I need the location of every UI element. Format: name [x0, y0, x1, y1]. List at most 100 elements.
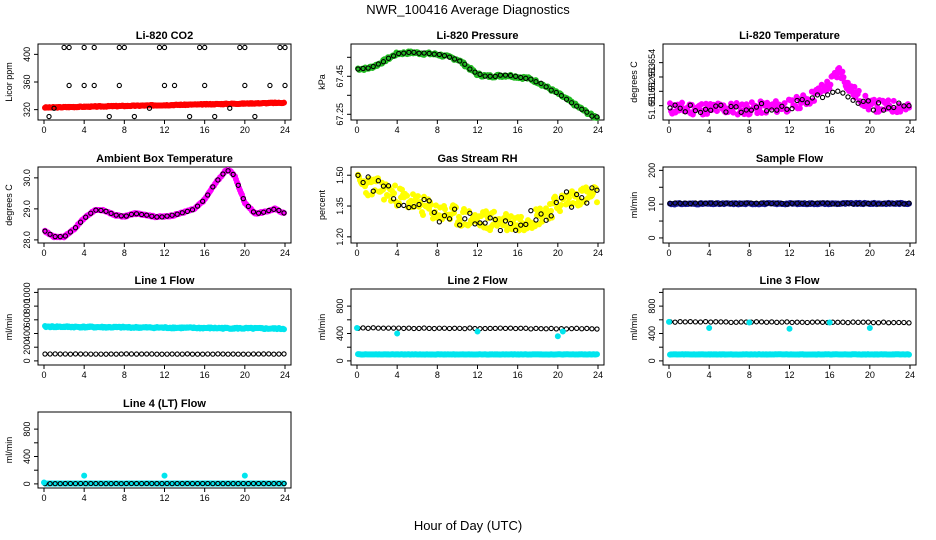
data-point	[870, 319, 877, 326]
data-point	[271, 480, 277, 487]
data-point	[679, 99, 686, 106]
data-point	[281, 351, 287, 357]
data-point	[81, 82, 87, 89]
data-point	[385, 325, 392, 331]
data-point	[62, 480, 68, 487]
data-point	[436, 51, 443, 58]
data-point	[441, 213, 448, 219]
data-point	[360, 65, 366, 72]
x-tick-label: 8	[122, 248, 127, 258]
data-point	[553, 199, 559, 206]
data-point	[108, 210, 114, 217]
data-point	[61, 44, 67, 51]
data-point	[548, 213, 554, 219]
data-point	[487, 325, 493, 332]
series-averages	[667, 200, 912, 207]
series-averages	[667, 88, 912, 116]
panel-line-3-flow: Line 3 Flow 0 4 8 12 16 20 24 0 400 800 ml/min	[629, 275, 917, 380]
y-tick-label: 51.652	[647, 78, 657, 106]
panel-ambient-box-temperature: Ambient Box Temperature 0 4 8 12 16 20 24 28.0 29…	[4, 153, 292, 258]
data-point	[174, 211, 180, 217]
data-point	[901, 103, 907, 109]
x-tick-label: 12	[159, 248, 169, 258]
data-point	[523, 75, 529, 81]
data-point	[896, 319, 902, 326]
data-point	[497, 227, 504, 234]
data-point	[133, 351, 140, 357]
x-tick-label: 24	[280, 370, 290, 380]
data-point	[850, 97, 856, 103]
data-point	[276, 480, 282, 487]
data-point	[250, 209, 257, 215]
data-point	[451, 325, 458, 331]
x-tick-label: 0	[666, 248, 671, 258]
data-point	[568, 325, 575, 332]
data-point	[467, 66, 473, 72]
data-point	[196, 44, 203, 51]
data-point	[845, 200, 851, 206]
data-point	[446, 216, 453, 222]
x-tick-label: 16	[513, 248, 523, 258]
data-point	[375, 178, 381, 184]
data-point	[594, 326, 600, 332]
data-point	[886, 320, 892, 326]
data-point	[404, 192, 411, 199]
data-point	[467, 325, 473, 331]
data-point	[184, 480, 191, 487]
panel-title: Li-820 Pressure	[437, 30, 519, 42]
data-point	[906, 320, 912, 326]
data-point	[477, 220, 483, 226]
x-tick-label: 12	[159, 370, 169, 380]
data-point	[862, 92, 869, 99]
data-point	[723, 200, 729, 206]
series-averages-cyan	[353, 325, 566, 340]
data-point	[584, 325, 590, 332]
x-tick-label: 12	[784, 248, 794, 258]
data-point	[702, 319, 709, 325]
data-point	[677, 319, 683, 325]
data-point	[215, 177, 221, 183]
data-point	[850, 201, 856, 207]
data-point	[154, 214, 160, 220]
x-tick-label: 4	[395, 370, 400, 380]
data-point	[108, 351, 114, 357]
data-point	[891, 104, 897, 111]
data-point	[184, 208, 191, 215]
data-point	[758, 200, 765, 206]
data-point	[52, 480, 58, 487]
data-point	[252, 113, 258, 120]
data-point	[210, 184, 216, 190]
y-axis-label: ml/min	[4, 314, 14, 341]
panel-line-4-lt-flow: Line 4 (LT) Flow 0 4 8 12 16 20 24 0 400 800 ml/min	[4, 398, 292, 503]
data-point	[245, 203, 252, 210]
data-point	[804, 100, 810, 106]
data-point	[421, 50, 427, 56]
data-point	[819, 94, 826, 101]
data-point	[568, 100, 575, 106]
data-point	[171, 82, 178, 89]
data-point	[723, 319, 729, 325]
data-point	[543, 326, 549, 332]
data-point	[144, 480, 150, 487]
data-point	[375, 61, 381, 67]
data-point	[199, 351, 206, 357]
data-point	[88, 351, 94, 357]
data-point	[230, 171, 236, 178]
data-point	[753, 104, 760, 110]
data-point	[202, 82, 208, 89]
data-point	[718, 319, 724, 325]
y-axis-label: degrees C	[629, 61, 639, 103]
data-point	[826, 319, 833, 326]
data-point	[708, 107, 714, 113]
data-point	[738, 200, 744, 207]
data-point	[518, 222, 524, 228]
x-tick-label: 0	[354, 370, 359, 380]
data-point	[391, 190, 398, 197]
data-point	[431, 209, 437, 216]
data-point	[411, 325, 417, 332]
data-point	[83, 480, 89, 487]
data-point	[194, 480, 201, 487]
data-point	[824, 92, 831, 98]
